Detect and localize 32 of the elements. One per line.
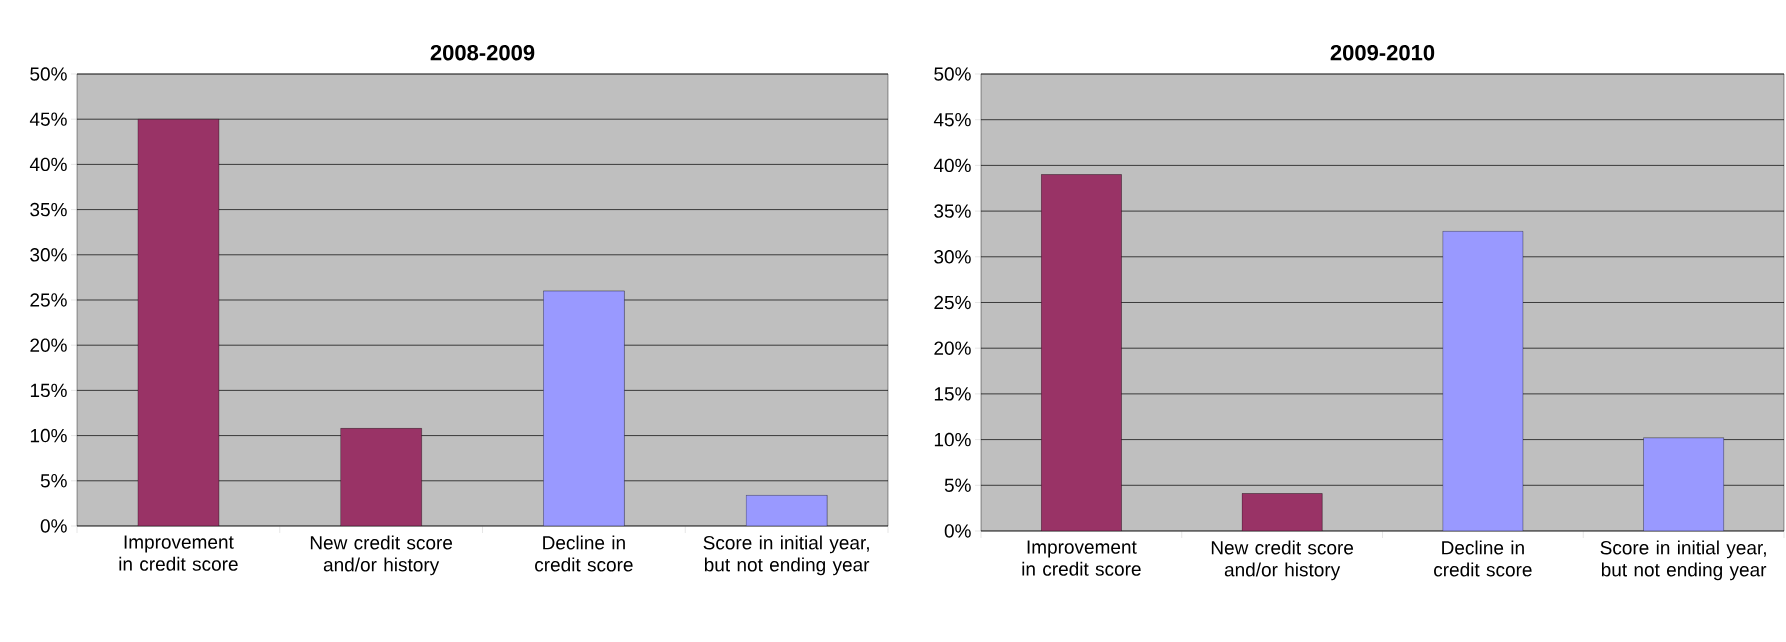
x-tick-label: Decline in credit score [1434,540,1532,577]
y-tick-label: 25% [30,293,67,307]
y-tick-label: 40% [933,158,971,173]
x-tick-label: Decline in credit score [535,535,633,572]
y-tick-label: 35% [30,202,67,217]
y-tick-label: 30% [30,248,67,262]
y-tick-label: 20% [30,338,67,352]
y-tick-label: 15% [30,383,67,398]
y-tick-label: 30% [934,250,971,264]
y-tick-label: 40% [29,157,67,172]
x-tick-label: Improvement in credit score [1022,540,1141,576]
y-tick-label: 50% [30,67,67,81]
y-tick-label: 45% [29,112,67,126]
y-tick-label: 5% [40,474,67,488]
x-tick-label: New credit score and/or history [1211,540,1354,581]
y-tick-label: 10% [934,432,971,447]
chart-title: 2009-2010 [1330,44,1435,61]
y-tick-label: 35% [934,204,971,218]
x-tick-label: Score in initial year, but not ending year [1600,540,1767,581]
y-tick-label: 15% [934,387,971,401]
y-tick-label: 45% [933,113,971,127]
y-tick-label: 20% [934,341,971,355]
x-tick-label: Improvement in credit score [119,535,238,571]
y-tick-label: 0% [944,524,971,538]
y-tick-label: 5% [944,478,971,492]
chart-title: 2008-2009 [430,44,535,61]
y-tick-label: 25% [934,295,971,310]
y-tick-label: 10% [30,428,67,443]
x-tick-label: New credit score and/or history [310,535,453,576]
y-tick-label: 0% [40,519,67,533]
y-tick-label: 50% [934,67,971,81]
x-tick-label: Score in initial year, but not ending year [703,535,870,576]
